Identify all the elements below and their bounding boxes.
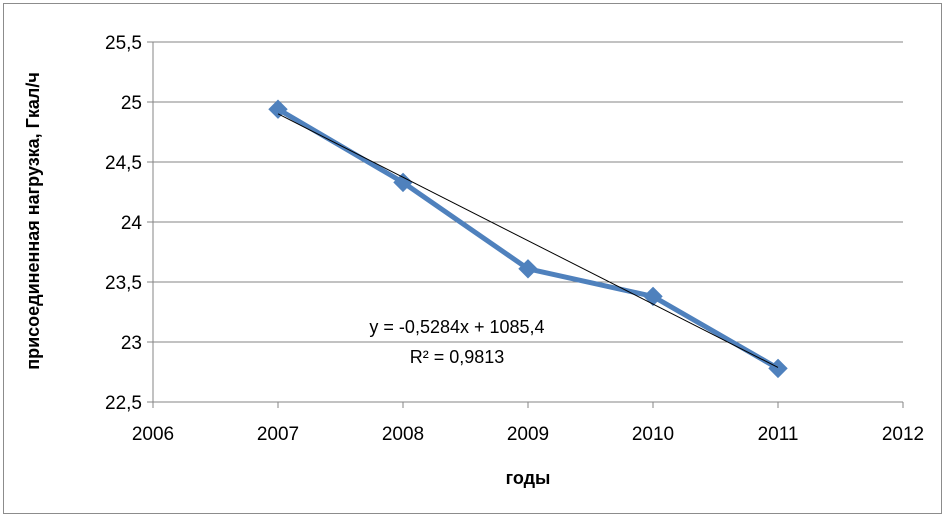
y-tick-label: 25,5 [105,33,142,54]
y-tick-label: 23 [121,333,142,354]
y-tick-label: 25 [121,93,142,114]
trendline [277,113,779,368]
y-tick-labels: 22,5 23 23,5 24 24,5 25 25,5 [105,33,142,414]
grid-lines [153,41,903,343]
x-tick-label: 2010 [632,424,674,445]
x-tick-labels: 2006 2007 2008 2009 2010 2011 2012 [132,424,924,445]
x-tick-label: 2009 [507,424,549,445]
trendline-line [277,113,779,368]
x-tick-label: 2006 [132,424,174,445]
data-point-marker [643,286,663,307]
y-tick-label: 24 [121,213,143,234]
x-tick-label: 2012 [882,424,924,445]
y-tick-label: 23,5 [105,273,142,294]
trendline-r2: R² = 0,9813 [410,347,505,367]
data-series [268,99,788,379]
x-tick-label: 2007 [257,424,299,445]
data-point-marker [518,259,538,279]
x-tick-label: 2011 [758,424,799,445]
y-tick-label: 22,5 [105,393,142,414]
x-tick-label: 2008 [382,424,424,445]
data-point-marker [768,358,788,379]
axes [147,41,904,408]
y-axis-title: присоединенная нагрузка, Гкал/ч [23,72,43,370]
y-tick-label: 24,5 [105,153,142,174]
data-point-marker [393,172,413,193]
data-point-marker [268,99,288,119]
chart-frame [3,3,942,514]
trendline-equation: y = -0,5284x + 1085,4 [369,317,544,337]
x-axis-title: годы [506,468,551,488]
